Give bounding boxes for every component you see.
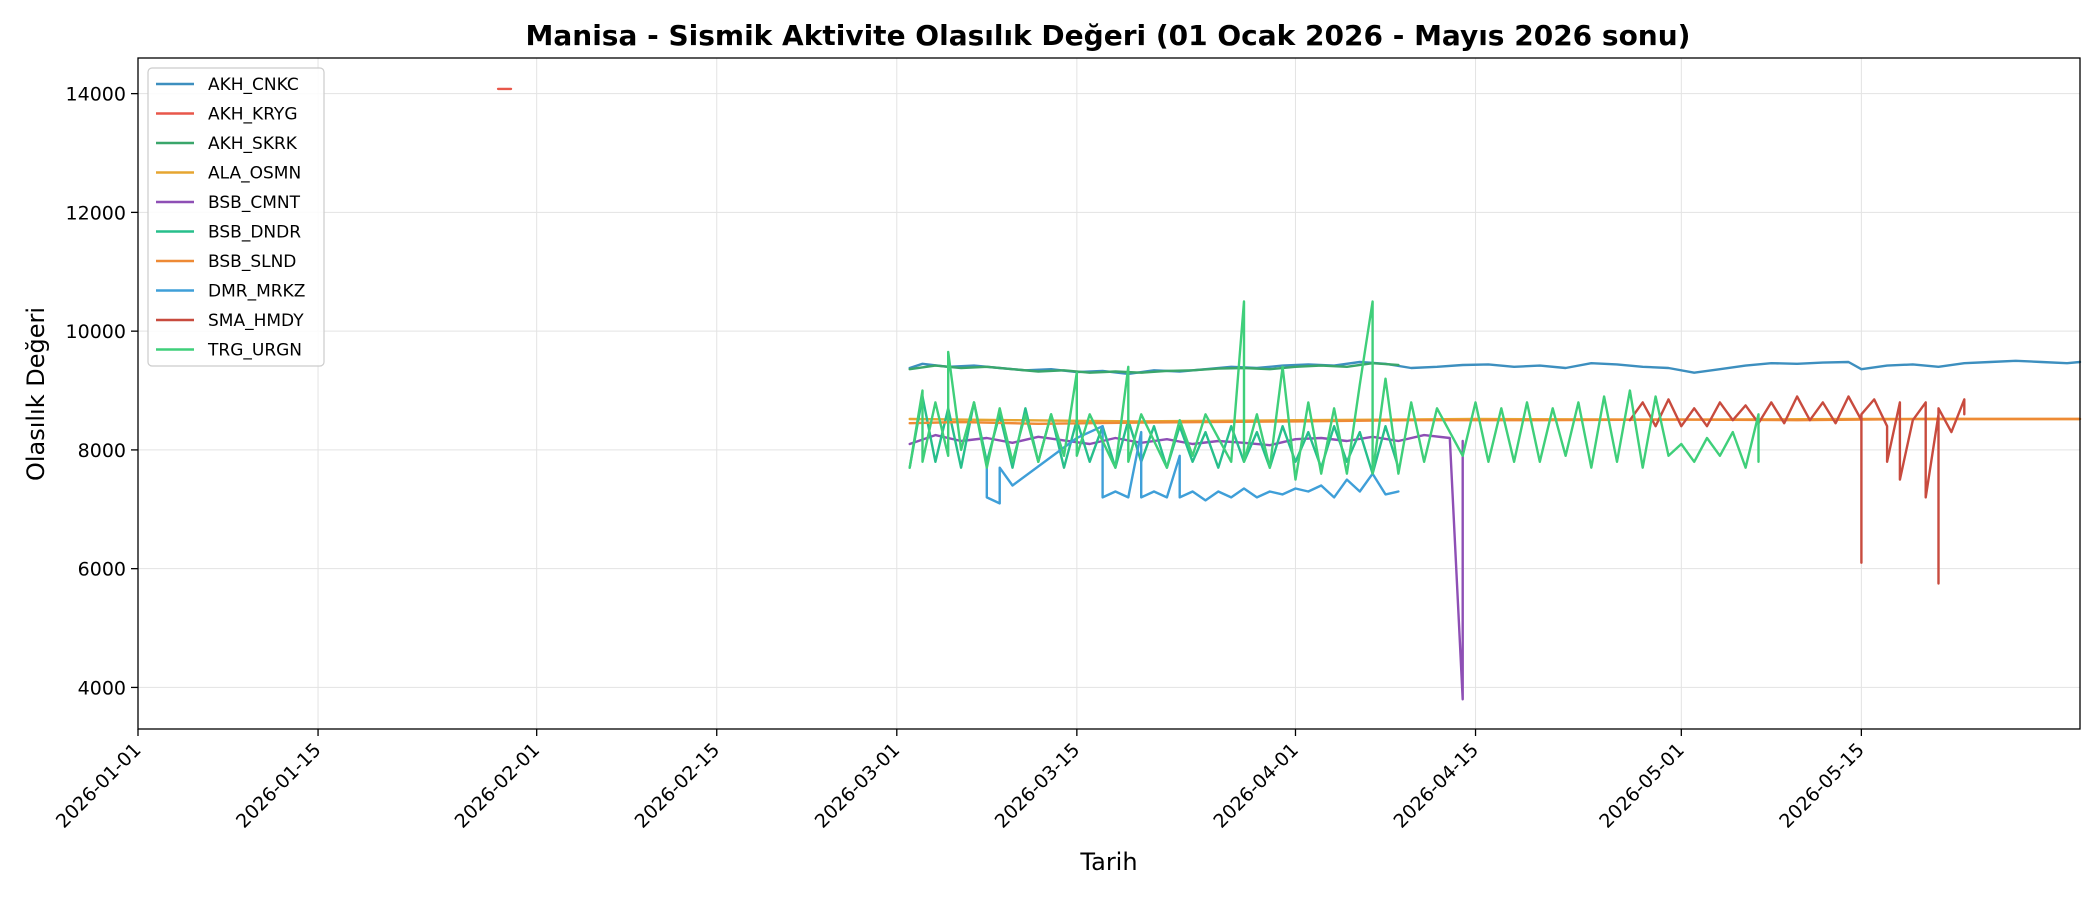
legend-entry: AKH_KRYG [208, 105, 298, 125]
legend-entry: ALA_OSMN [208, 164, 301, 184]
legend-entry: AKH_SKRK [208, 134, 298, 154]
legend-entry: AKH_CNKC [208, 75, 299, 95]
legend-entry: BSB_DNDR [208, 223, 301, 243]
y-tick-label: 10000 [66, 321, 126, 343]
y-tick-label: 12000 [66, 202, 126, 224]
legend-entry: SMA_HMDY [208, 311, 304, 331]
plot-frame [137, 57, 2081, 730]
series-line-bsb-slnd [908, 417, 2082, 425]
y-axis-label: Olasılık Değeri [22, 307, 50, 481]
legend-entry: DMR_MRKZ [208, 282, 305, 302]
series-layer [496, 87, 2082, 701]
y-tick-label: 8000 [78, 440, 126, 462]
chart-title: Manisa - Sismik Aktivite Olasılık Değeri… [526, 19, 1691, 52]
y-tick-label: 14000 [66, 84, 126, 106]
y-tick-label: 6000 [78, 559, 126, 581]
y-tick-label: 4000 [78, 677, 126, 699]
series-line-sma-hmdy [1628, 395, 1966, 585]
legend-entry: TRG_URGN [207, 341, 302, 361]
legend-entry: BSB_CMNT [208, 193, 301, 213]
legend-entry: BSB_SLND [208, 252, 296, 272]
grid [137, 58, 2080, 729]
series-line-trg-urgn [908, 300, 1760, 481]
legend: AKH_CNKC AKH_KRYG AKH_SKRK ALA_OSMN BSB_CMNT… [147, 67, 325, 367]
series-line-dmr-mrkz [985, 425, 1400, 505]
series-line-akh-skrk [908, 362, 1400, 374]
x-axis-label: Tarih [1079, 848, 1137, 876]
